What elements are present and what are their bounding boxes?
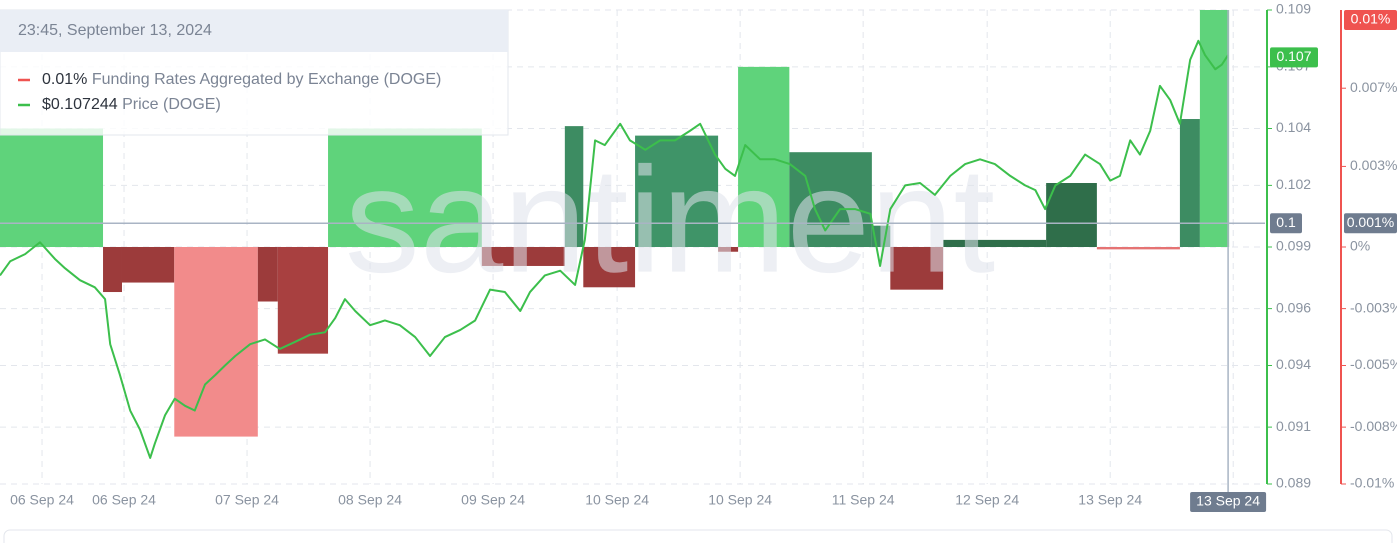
legend-name: Price (DOGE) (122, 96, 221, 113)
current-funding-box (1344, 10, 1397, 30)
bar (0, 128, 104, 247)
bar (121, 247, 175, 283)
legend-item[interactable]: $0.107244 Price (DOGE) (42, 96, 221, 113)
price-line (0, 39, 1229, 459)
x-tick-label: 11 Sep 24 (832, 492, 895, 508)
tooltip-title: 23:45, September 13, 2024 (18, 22, 212, 39)
bar (277, 247, 329, 354)
x-tick-label: 09 Sep 24 (461, 492, 525, 508)
x-tick-label: 06 Sep 24 (10, 492, 74, 508)
x-tick-label: 10 Sep 24 (585, 492, 649, 508)
bar (1046, 183, 1097, 247)
y2-tick-label: 0% (1350, 238, 1370, 254)
navigator[interactable] (3, 529, 1393, 543)
bar (583, 247, 636, 288)
y2-tick-label: -0.005% (1350, 356, 1397, 372)
y-tick-label: 0.099 (1276, 238, 1311, 254)
axis-layer: 06 Sep 24 06 Sep 24 07 Sep 24 08 Sep 24 09 S… (0, 1, 1397, 512)
bar (257, 247, 278, 302)
bar (174, 247, 258, 437)
x-tick-label: 08 Sep 24 (338, 492, 402, 508)
x-tick-label: 10 Sep 24 (708, 492, 772, 508)
crosshair-x-label: 13 Sep 24 (1196, 493, 1260, 509)
y-tick-label: 0.091 (1276, 418, 1311, 434)
x-tick-label: 13 Sep 24 (1078, 492, 1142, 508)
y-tick-label: 0.104 (1276, 119, 1311, 135)
y-tick-label: 0.089 (1276, 475, 1311, 491)
legend-value: $0.107244 (42, 96, 118, 113)
y-tick-label: 0.094 (1276, 356, 1311, 372)
y-tick-label: 0.096 (1276, 299, 1311, 315)
y-tick-label: 0.109 (1276, 1, 1311, 17)
tooltip: 23:45, September 13, 2024 0.01% Funding … (0, 9, 509, 136)
y2-tick-label: -0.008% (1350, 418, 1397, 434)
line-layer (0, 39, 1229, 459)
y2-tick-label: 0.003% (1350, 157, 1397, 173)
bar (890, 247, 944, 290)
crosshair-x-label-box (1190, 492, 1267, 512)
bar (943, 239, 1047, 247)
current-price-box (1270, 47, 1318, 68)
watermark: santiment (345, 136, 995, 304)
crosshair-y-label: 0.1 (1276, 214, 1296, 230)
current-price: 0.107 (1276, 48, 1311, 64)
bar (1199, 10, 1230, 247)
legend-name: Funding Rates Aggregated by Exchange (DO… (92, 71, 442, 88)
bar (328, 128, 482, 247)
y-tick-label: 0.102 (1276, 176, 1311, 192)
bar (718, 247, 739, 252)
y2-tick-label: -0.003% (1350, 299, 1397, 315)
x-tick-label: 06 Sep 24 (92, 492, 156, 508)
bar (635, 135, 719, 247)
tooltip-header (0, 10, 508, 52)
current-funding: 0.01% (1351, 11, 1391, 27)
legend-item[interactable]: 0.01% Funding Rates Aggregated by Exchan… (42, 71, 441, 88)
x-tick-label: 12 Sep 24 (955, 492, 1019, 508)
y2-tick-label: 0.007% (1350, 79, 1397, 95)
bar (1096, 247, 1180, 250)
bar (789, 152, 872, 247)
bar (481, 247, 565, 266)
bar (1179, 119, 1200, 247)
bar-layer (0, 10, 1230, 437)
crosshair-y2-label: 0.001% (1347, 214, 1394, 230)
crosshair-y2-label-box (1344, 213, 1397, 234)
bar (564, 126, 584, 247)
y2-tick-label: -0.01% (1350, 475, 1394, 491)
crosshair-y-label-box (1270, 213, 1302, 234)
bar (738, 66, 790, 247)
x-tick-label: 07 Sep 24 (215, 492, 279, 508)
legend-value: 0.01% (42, 71, 87, 88)
bar (103, 247, 122, 293)
